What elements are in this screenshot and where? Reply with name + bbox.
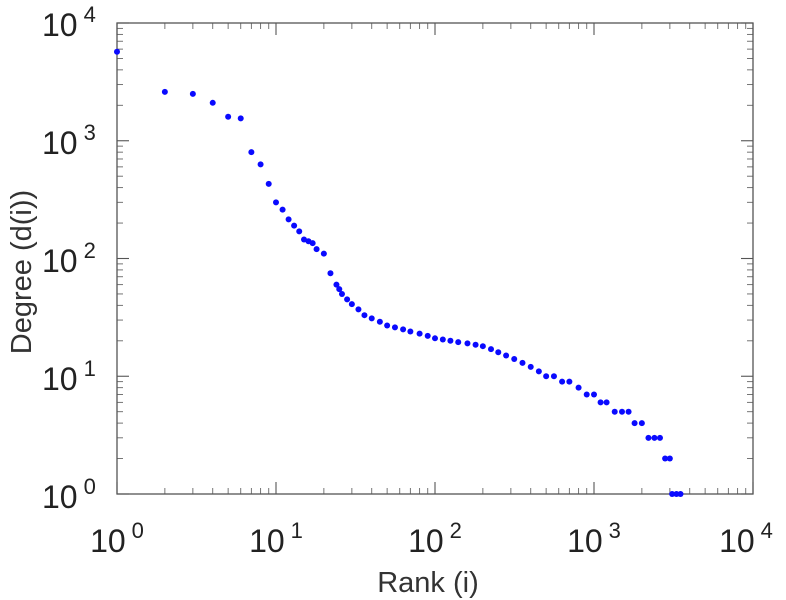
data-point bbox=[344, 296, 351, 303]
data-point bbox=[313, 246, 320, 253]
y-tick-labels: 10 0 10 1 10 2 10 3 10 4 bbox=[42, 2, 96, 515]
x-tick-label-0: 10 0 bbox=[90, 518, 144, 559]
data-point bbox=[455, 339, 462, 346]
data-point bbox=[495, 349, 502, 356]
data-point bbox=[535, 368, 542, 375]
data-point bbox=[400, 326, 407, 333]
data-point bbox=[583, 391, 590, 398]
data-point bbox=[114, 48, 120, 55]
data-point bbox=[677, 491, 684, 497]
y-axis-title: Degree (d(i)) bbox=[6, 190, 38, 354]
data-point bbox=[566, 378, 573, 385]
data-point bbox=[503, 352, 510, 359]
data-point bbox=[327, 270, 334, 277]
data-point bbox=[519, 359, 526, 366]
data-point bbox=[225, 113, 232, 120]
data-point bbox=[416, 330, 423, 337]
data-point bbox=[320, 250, 327, 257]
data-point bbox=[447, 337, 454, 344]
data-point bbox=[662, 455, 669, 462]
data-point bbox=[597, 399, 604, 406]
data-point bbox=[161, 88, 168, 95]
data-point bbox=[338, 290, 345, 297]
data-point bbox=[645, 434, 652, 441]
data-point bbox=[248, 149, 255, 156]
data-point bbox=[631, 420, 638, 427]
x-tick-label-1: 10 1 bbox=[249, 518, 303, 559]
data-point bbox=[257, 161, 264, 168]
data-point bbox=[527, 363, 534, 370]
x-tick-label-4: 10 4 bbox=[719, 518, 773, 559]
data-point bbox=[656, 434, 663, 441]
data-point bbox=[368, 315, 375, 322]
data-point bbox=[550, 373, 557, 380]
data-point bbox=[407, 328, 414, 335]
data-point bbox=[439, 336, 446, 343]
x-tick-labels: 10 0 10 1 10 2 10 3 10 4 bbox=[90, 518, 773, 559]
data-point bbox=[296, 228, 303, 235]
data-point bbox=[472, 341, 479, 348]
data-point bbox=[309, 240, 316, 247]
x-axis-title: Rank (i) bbox=[377, 567, 479, 599]
data-point bbox=[559, 378, 566, 385]
plot-frame bbox=[116, 22, 754, 495]
data-point bbox=[611, 408, 618, 415]
data-point bbox=[669, 491, 676, 497]
data-point bbox=[391, 324, 398, 331]
data-point bbox=[361, 312, 368, 319]
data-point bbox=[479, 343, 486, 350]
y-tick-label-3: 10 3 bbox=[42, 120, 96, 161]
data-point bbox=[625, 408, 632, 415]
data-point bbox=[464, 340, 471, 347]
data-point bbox=[619, 408, 625, 415]
x-tick-label-2: 10 2 bbox=[408, 518, 462, 559]
data-point bbox=[511, 356, 518, 363]
data-point bbox=[273, 199, 279, 206]
data-point bbox=[265, 180, 272, 187]
y-tick-label-2: 10 2 bbox=[42, 238, 96, 279]
data-point bbox=[651, 434, 658, 441]
data-point bbox=[424, 332, 431, 339]
data-point bbox=[603, 399, 610, 406]
data-point bbox=[189, 90, 196, 97]
data-point bbox=[591, 391, 597, 398]
y-tick-label-0: 10 0 bbox=[42, 474, 96, 515]
data-point bbox=[376, 318, 383, 325]
data-point bbox=[237, 115, 244, 122]
data-point bbox=[638, 420, 645, 427]
major-ticks bbox=[116, 22, 754, 495]
data-point bbox=[279, 206, 286, 213]
data-point bbox=[355, 306, 362, 313]
data-point bbox=[333, 281, 340, 288]
data-point bbox=[384, 322, 391, 329]
data-point bbox=[666, 455, 673, 462]
data-point bbox=[488, 346, 494, 353]
data-point bbox=[209, 99, 216, 106]
data-point bbox=[285, 216, 292, 223]
y-tick-label-4: 10 4 bbox=[42, 2, 96, 43]
data-point bbox=[432, 335, 438, 342]
x-tick-label-3: 10 3 bbox=[567, 518, 621, 559]
data-point bbox=[348, 301, 355, 308]
minor-ticks bbox=[117, 23, 753, 494]
data-point bbox=[543, 373, 550, 380]
data-point bbox=[336, 286, 343, 293]
data-point bbox=[575, 384, 582, 391]
data-point bbox=[291, 222, 298, 229]
data-points bbox=[114, 48, 684, 497]
y-tick-label-1: 10 1 bbox=[42, 356, 96, 397]
